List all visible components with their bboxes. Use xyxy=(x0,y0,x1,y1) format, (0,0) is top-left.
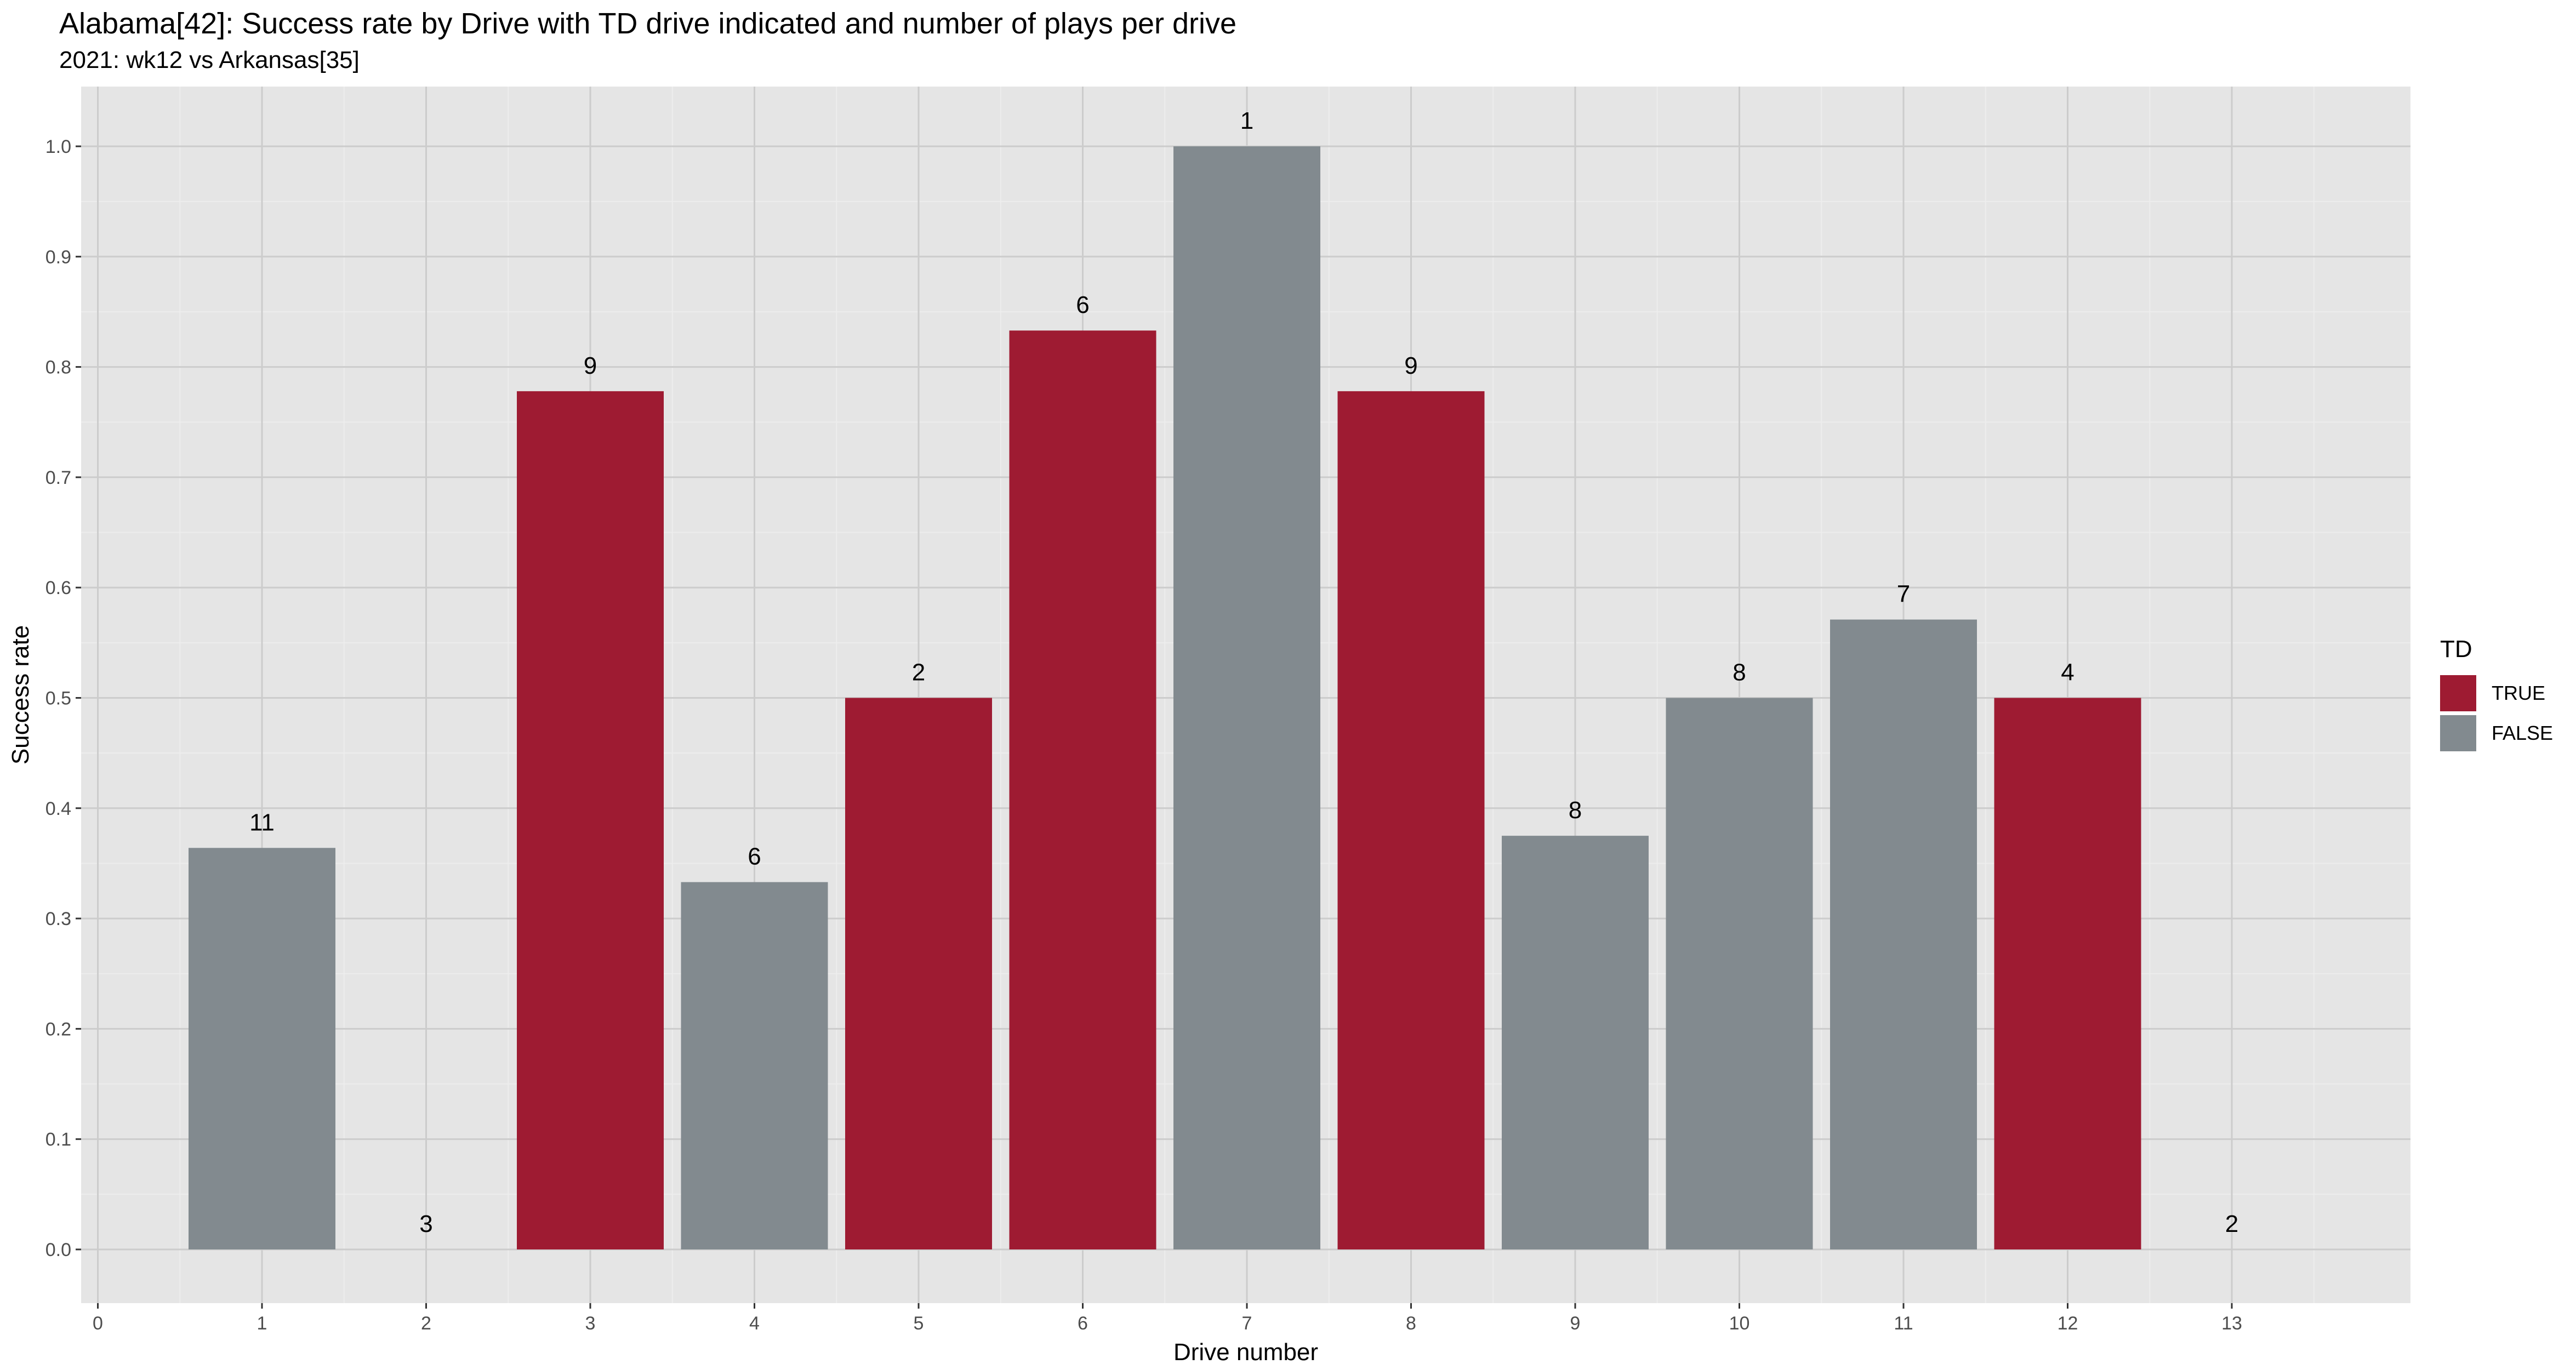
bar-drive-1 xyxy=(189,848,335,1249)
x-tick-label: 6 xyxy=(1078,1313,1088,1334)
bar-label-drive-3: 9 xyxy=(584,352,597,379)
bar-drive-5 xyxy=(845,698,992,1249)
x-tick-label: 10 xyxy=(1729,1313,1750,1334)
bar-label-drive-9: 8 xyxy=(1569,797,1582,824)
y-tick-label: 0.8 xyxy=(45,357,71,378)
bar-label-drive-13: 2 xyxy=(2225,1211,2238,1237)
bar-drive-9 xyxy=(1502,836,1649,1249)
x-tick-label: 11 xyxy=(1894,1313,1913,1334)
bar-label-drive-8: 9 xyxy=(1404,352,1417,379)
bar-label-drive-6: 6 xyxy=(1076,292,1089,318)
bar-label-drive-10: 8 xyxy=(1732,659,1746,686)
bar-label-drive-11: 7 xyxy=(1897,581,1910,608)
x-tick-label: 0 xyxy=(93,1313,103,1334)
bar-labels: 11 3 9 6 2 6 1 9 8 8 7 4 2 xyxy=(249,107,2238,1237)
legend-swatch-true xyxy=(2440,675,2476,711)
bar-label-drive-5: 2 xyxy=(912,659,925,686)
bars xyxy=(189,146,2141,1249)
x-tick-label: 7 xyxy=(1242,1313,1252,1334)
bar-drive-11 xyxy=(1830,619,1977,1249)
x-tick-label: 5 xyxy=(914,1313,924,1334)
legend-item-false: FALSE xyxy=(2440,715,2553,751)
x-tick-label: 3 xyxy=(585,1313,596,1334)
legend-item-true: TRUE xyxy=(2440,675,2545,711)
bar-drive-6 xyxy=(1009,330,1156,1249)
y-axis-label: Success rate xyxy=(7,625,34,764)
y-tick-label: 0.5 xyxy=(45,688,71,709)
y-tick-label: 0.1 xyxy=(45,1129,71,1150)
y-axis: 0.0 0.1 0.2 0.3 0.4 0.5 0.6 0.7 0.8 0.9 1.0 xyxy=(45,136,81,1260)
x-tick-label: 2 xyxy=(421,1313,431,1334)
bar-drive-10 xyxy=(1666,698,1813,1249)
y-tick-label: 0.7 xyxy=(45,467,71,488)
bar-label-drive-1: 11 xyxy=(249,809,275,836)
x-tick-label: 4 xyxy=(749,1313,760,1334)
bar-drive-7 xyxy=(1173,146,1320,1249)
bar-drive-4 xyxy=(681,882,828,1249)
legend-swatch-false xyxy=(2440,715,2476,751)
legend-label-false: FALSE xyxy=(2492,722,2554,744)
chart-title: Alabama[42]: Success rate by Drive with … xyxy=(59,7,1237,40)
bar-label-drive-2: 3 xyxy=(419,1211,432,1237)
bar-label-drive-7: 1 xyxy=(1240,107,1253,134)
bar-drive-8 xyxy=(1337,391,1485,1249)
bar-drive-3 xyxy=(517,391,664,1249)
bar-label-drive-4: 6 xyxy=(748,843,761,870)
y-tick-label: 0.0 xyxy=(45,1240,71,1260)
y-tick-label: 0.9 xyxy=(45,247,71,267)
bar-label-drive-12: 4 xyxy=(2061,659,2074,686)
y-tick-label: 0.6 xyxy=(45,578,71,598)
y-tick-label: 1.0 xyxy=(45,136,71,157)
x-tick-label: 13 xyxy=(2221,1313,2242,1334)
x-tick-label: 12 xyxy=(2058,1313,2078,1334)
chart-subtitle: 2021: wk12 vs Arkansas[35] xyxy=(59,47,360,73)
x-tick-label: 1 xyxy=(257,1313,267,1334)
y-tick-label: 0.4 xyxy=(45,798,71,819)
bar-drive-12 xyxy=(1994,698,2141,1249)
legend-label-true: TRUE xyxy=(2492,682,2545,704)
x-axis-label: Drive number xyxy=(1173,1339,1318,1366)
x-tick-label: 8 xyxy=(1406,1313,1416,1334)
x-tick-label: 9 xyxy=(1570,1313,1581,1334)
x-axis: 0 1 2 3 4 5 6 7 8 9 10 11 12 13 xyxy=(93,1303,2242,1334)
y-tick-label: 0.3 xyxy=(45,909,71,929)
legend-title: TD xyxy=(2440,636,2472,663)
y-tick-label: 0.2 xyxy=(45,1019,71,1040)
